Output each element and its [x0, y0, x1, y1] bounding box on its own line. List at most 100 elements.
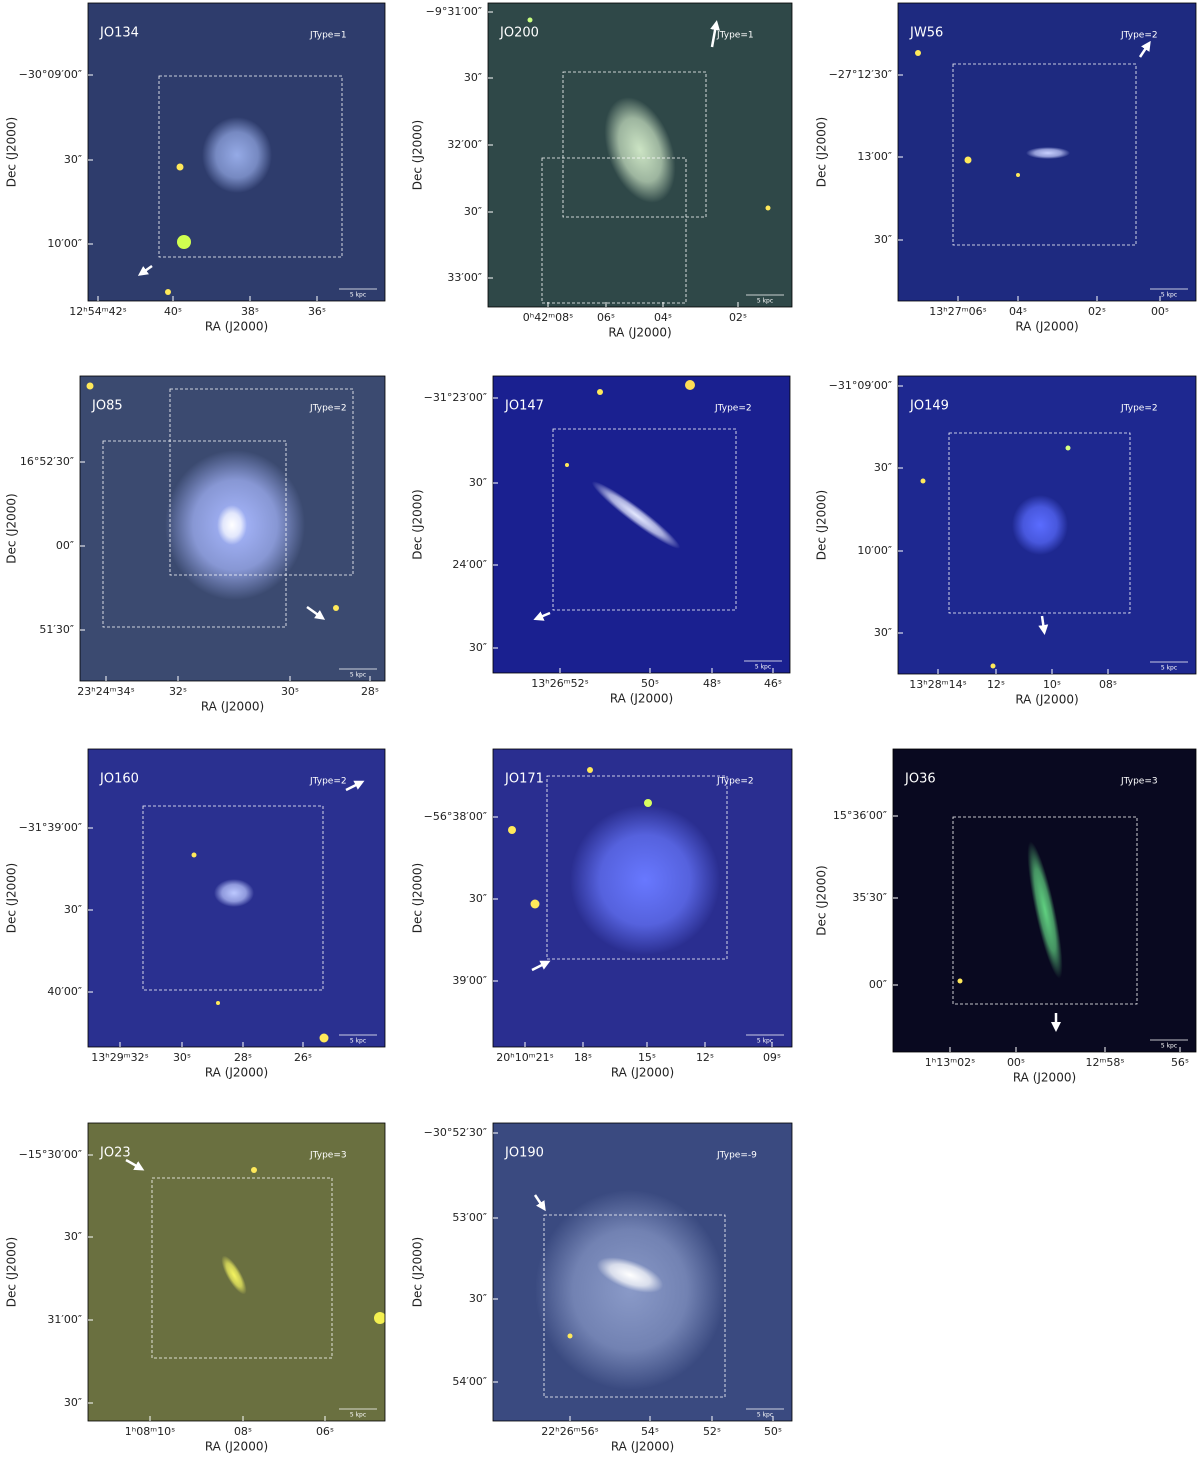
y-tick-label: 30″ — [64, 1230, 82, 1243]
y-tick-label: 13′00″ — [857, 150, 892, 163]
jtype: JType=-9 — [716, 1151, 757, 1161]
galaxy-name: JW56 — [909, 26, 943, 41]
x-tick-label: 04ˢ — [1009, 305, 1027, 318]
star — [597, 389, 603, 395]
panel: JO147 JType=2 5 kpc 13ʰ26ᵐ52ˢ 50ˢ 48ˢ 46ˢ −31°2… — [411, 375, 791, 706]
y-axis-label: Dec (J2000) — [411, 1237, 425, 1307]
x-axis-label: RA (J2000) — [611, 1440, 674, 1454]
field-box — [546, 775, 728, 960]
scale-label: 5 kpc — [757, 1038, 773, 1045]
galaxy — [1026, 147, 1070, 159]
star — [216, 1001, 220, 1005]
field-box — [541, 157, 687, 304]
frame — [87, 748, 386, 1048]
direction-arrow — [531, 960, 551, 972]
y-tick-label: 10′00″ — [47, 237, 82, 250]
x-tick-label: 12ˢ — [987, 678, 1005, 691]
field-box — [543, 1214, 726, 1398]
y-axis-label: Dec (J2000) — [411, 863, 425, 933]
star — [86, 382, 94, 390]
scale-label: 5 kpc — [350, 672, 366, 679]
star — [644, 799, 652, 807]
y-tick-label: −31°09′00″ — [829, 379, 892, 392]
field-box — [952, 63, 1137, 246]
direction-arrow — [345, 780, 365, 792]
field-box — [948, 432, 1131, 614]
y-axis-label: Dec (J2000) — [815, 490, 829, 560]
x-axis-label: RA (J2000) — [201, 700, 264, 714]
y-tick-label: 30″ — [469, 892, 487, 905]
star — [915, 50, 921, 56]
frame — [487, 2, 793, 308]
x-axis-label: RA (J2000) — [611, 1066, 674, 1080]
panel: JW56 JType=2 5 kpc 13ʰ27ᵐ06ˢ 04ˢ 02ˢ 00ˢ −27°12… — [815, 2, 1197, 334]
panel: JO36 JType=3 5 kpc 1ʰ13ᵐ02ˢ 00ˢ 12ᵐ58ˢ 56ˢ 15°3… — [815, 748, 1197, 1085]
galaxy — [221, 1255, 247, 1295]
image — [191, 852, 329, 1043]
galaxy-name: JO149 — [909, 399, 949, 414]
x-tick-label: 40ˢ — [164, 305, 182, 318]
y-tick-label: 30″ — [64, 1396, 82, 1409]
x-tick-label: 46ˢ — [764, 677, 782, 690]
star — [565, 463, 569, 467]
x-tick-label: 54ˢ — [641, 1425, 659, 1438]
x-axis-label: RA (J2000) — [205, 1440, 268, 1454]
y-tick-label: 40′00″ — [47, 985, 82, 998]
x-tick-label: 10ˢ — [1043, 678, 1061, 691]
x-tick-label: 50ˢ — [764, 1425, 782, 1438]
frame — [492, 748, 793, 1048]
star — [765, 205, 771, 211]
x-tick-label: 04ˢ — [654, 311, 672, 324]
y-tick-label: −30°09′00″ — [19, 68, 82, 81]
galaxy — [1012, 495, 1068, 555]
y-axis-label: Dec (J2000) — [5, 493, 19, 563]
frame — [897, 2, 1197, 302]
x-tick-label: 06ˢ — [316, 1425, 334, 1438]
x-tick-label: 13ʰ29ᵐ32ˢ — [91, 1051, 148, 1064]
field-box — [142, 805, 324, 991]
galaxy-name: JO36 — [904, 772, 936, 787]
y-tick-label: 00″ — [56, 539, 74, 552]
x-tick-label: 36ˢ — [308, 305, 326, 318]
x-axis-label: RA (J2000) — [1013, 1071, 1076, 1085]
star — [685, 380, 695, 390]
star — [527, 17, 533, 23]
direction-arrow — [137, 264, 153, 276]
x-tick-label: 23ʰ24ᵐ34ˢ — [77, 685, 134, 698]
frame — [79, 375, 386, 682]
y-tick-label: 16°52′30″ — [20, 455, 74, 468]
jtype: JType=3 — [1120, 777, 1158, 787]
field-box — [552, 428, 737, 611]
field-box — [158, 75, 343, 258]
image — [508, 767, 720, 955]
x-tick-label: 28ˢ — [361, 685, 379, 698]
y-tick-label: 30″ — [64, 153, 82, 166]
x-tick-label: 00ˢ — [1151, 305, 1169, 318]
y-tick-label: 30″ — [469, 641, 487, 654]
y-tick-label: 32′00″ — [447, 138, 482, 151]
star — [957, 978, 963, 984]
y-tick-label: 53′00″ — [452, 1211, 487, 1224]
x-tick-label: 30ˢ — [173, 1051, 191, 1064]
galaxy — [570, 805, 720, 955]
x-tick-label: 20ʰ10ᵐ21ˢ — [496, 1051, 553, 1064]
x-axis-label: RA (J2000) — [1015, 320, 1078, 334]
y-tick-label: 24′00″ — [452, 558, 487, 571]
image — [915, 50, 1070, 177]
y-tick-label: −31°23′00″ — [424, 391, 487, 404]
panel: JO23 JType=3 5 kpc 1ʰ08ᵐ10ˢ 08ˢ 06ˢ −15°30′00″… — [5, 1122, 386, 1454]
scale-label: 5 kpc — [757, 298, 773, 305]
star — [165, 289, 171, 295]
image — [527, 17, 771, 211]
x-tick-label: 32ˢ — [169, 685, 187, 698]
y-tick-label: 10′00″ — [857, 544, 892, 557]
y-axis-label: Dec (J2000) — [815, 865, 829, 935]
y-tick-label: 30″ — [464, 205, 482, 218]
frame — [892, 748, 1197, 1053]
x-tick-label: 0ʰ42ᵐ08ˢ — [523, 311, 573, 324]
x-tick-label: 12ᵐ58ˢ — [1086, 1056, 1125, 1069]
x-tick-label: 13ʰ26ᵐ52ˢ — [531, 677, 588, 690]
galaxy-name: JO200 — [499, 26, 539, 41]
star — [177, 235, 191, 249]
x-tick-label: 1ʰ08ᵐ10ˢ — [125, 1425, 175, 1438]
